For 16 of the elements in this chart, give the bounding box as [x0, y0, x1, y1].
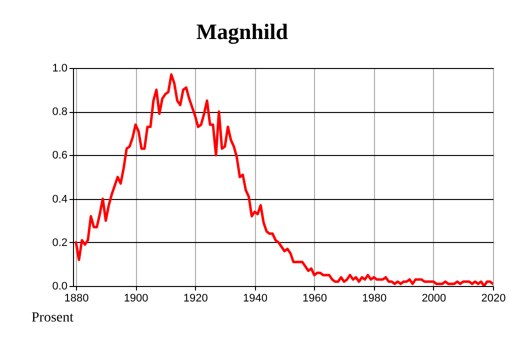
x-tick-label: 1880 — [64, 292, 89, 304]
x-tick-label: 1920 — [183, 292, 208, 304]
chart-title: Magnhild — [196, 19, 288, 44]
x-tick-label: 2020 — [481, 292, 506, 304]
y-tick-label: 0.8 — [52, 106, 68, 118]
x-tick-label: 2000 — [422, 292, 446, 304]
y-tick-label: 0.6 — [52, 150, 68, 162]
y-tick-label: 0.4 — [52, 193, 68, 206]
y-tick-label: 0.2 — [52, 236, 68, 249]
y-tick-label: 1.0 — [52, 62, 68, 74]
x-tick-label: 1900 — [124, 292, 148, 304]
x-tick-label: 1940 — [242, 292, 268, 304]
y-axis-title: Prosent — [32, 310, 74, 326]
x-tick-label: 1960 — [302, 292, 328, 304]
x-tick-label: 1980 — [362, 292, 387, 304]
y-tick-label: 0.0 — [52, 280, 68, 292]
